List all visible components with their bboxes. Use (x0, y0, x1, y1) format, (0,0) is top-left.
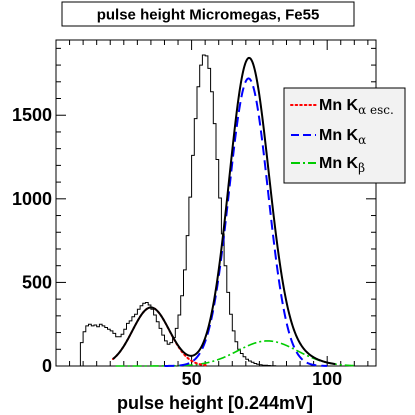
legend-label-subscript: α esc. (358, 103, 394, 117)
major-ticks (56, 40, 376, 367)
y-tick-label: 1000 (12, 189, 52, 209)
minor-ticks (56, 40, 376, 366)
fit-curves (111, 56, 355, 367)
title-box (61, 1, 355, 27)
legend-label: Mn Kβ (319, 155, 365, 175)
y-tick-label: 0 (42, 356, 52, 376)
legend-label-main: Mn K (319, 155, 359, 172)
x-axis-title: pulse height [0.244mV] (117, 393, 313, 413)
y-tick-label: 1500 (12, 105, 52, 125)
fit-curve-dash-dot (115, 340, 355, 367)
fit-curve-solid (112, 56, 336, 366)
fit-curve-dashed (164, 77, 328, 367)
legend-label-subscript: β (358, 161, 365, 175)
chart-title: pulse height Micromegas, Fe55 (97, 7, 320, 24)
legend-label: Mn Kα (319, 127, 366, 147)
legend-label-subscript: α (358, 133, 366, 147)
plot-frame (55, 39, 377, 367)
x-tick-label: 50 (182, 369, 202, 389)
legend-label-main: Mn K (319, 127, 359, 144)
legend-label: Mn Kα esc. (319, 97, 394, 117)
histogram-line (75, 54, 295, 367)
x-tick-label: 100 (312, 369, 342, 389)
y-tick-label: 500 (22, 272, 52, 292)
legend-label-main: Mn K (319, 97, 359, 114)
